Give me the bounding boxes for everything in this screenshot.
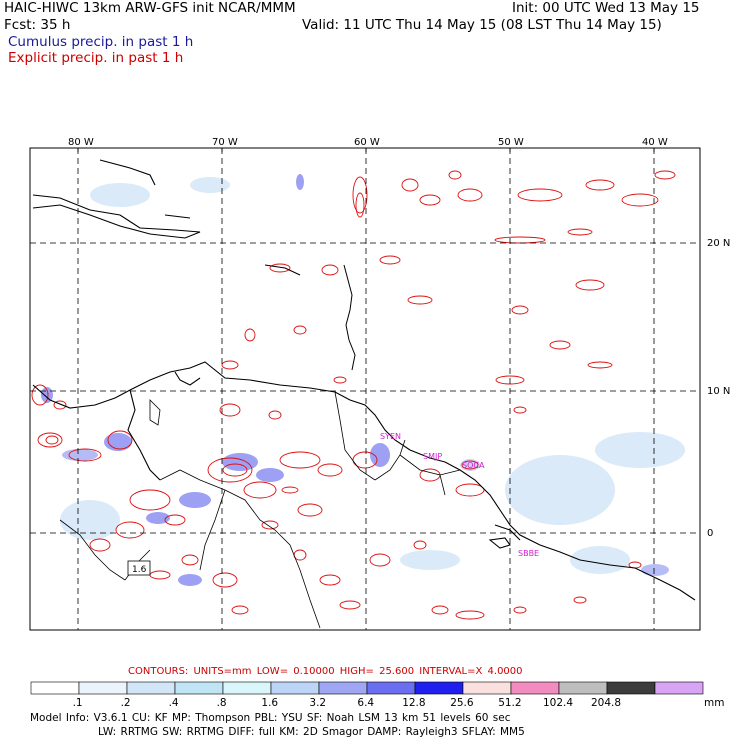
map-frame [29,147,701,631]
colorbar-units: mm [704,697,725,709]
precip-map: 80 W 70 W 60 W 50 W 40 W 20 N 10 N 0 SYE… [29,137,730,631]
colorbar-swatch [366,681,416,695]
colorbar-swatch [558,681,608,695]
colorbar-swatch [606,681,656,695]
colorbar-label: 3.2 [309,697,327,709]
lon-label: 70 W [212,137,238,148]
model-title: HAIC-HIWC 13km ARW-GFS init NCAR/MMM [4,0,296,16]
lat-label: 20 N [707,238,730,249]
colorbar-label: 51.2 [498,697,522,709]
station-label: SBBE [518,549,539,558]
forecast-hour: Fcst: 35 h [4,17,71,33]
contour-label: 1.6 [132,565,147,575]
lon-label: 60 W [354,137,380,148]
contour-label-box [127,560,151,576]
colorbar-swatch [126,681,176,695]
colorbar-swatch [510,681,560,695]
lon-label: 50 W [498,137,524,148]
coastlines [32,159,696,601]
lat-label: 0 [707,528,713,539]
colorbar-swatch [318,681,368,695]
explicit-precip-contours [31,170,676,620]
explicit-legend: Explicit precip. in past 1 h [8,50,184,66]
lat-label: 10 N [707,386,730,397]
colorbar-swatch [174,681,224,695]
colorbar-label: .2 [120,697,131,709]
light-precip-areas [60,177,685,574]
colorbar-label: .4 [168,697,179,709]
colorbar-label: 1.6 [261,697,279,709]
colorbar-label: .1 [72,697,83,709]
colorbar-swatch [30,681,80,695]
colorbar-swatch [654,681,704,695]
station-label: SYEN [380,432,401,441]
colorbar-swatch [414,681,464,695]
colorbar-label: 102.4 [543,697,574,709]
colorbar-swatch [222,681,272,695]
colorbar [30,681,704,695]
island-arc [343,264,356,371]
contours-info: CONTOURS: UNITS=mm LOW= 0.10000 HIGH= 25… [128,666,523,677]
lat-lon-grid [30,148,700,630]
country-borders [59,391,461,629]
cumulus-legend: Cumulus precip. in past 1 h [8,34,194,50]
colorbar-label: 204.8 [591,697,622,709]
colorbar-label: 25.6 [450,697,474,709]
station-label: SMJP [423,452,442,461]
colorbar-swatch [270,681,320,695]
model-info-line1: Model Info: V3.6.1 CU: KF MP: Thompson P… [30,712,511,724]
colorbar-label: 6.4 [357,697,375,709]
model-info-line2: LW: RRTMG SW: RRTMG DIFF: full KM: 2D Sm… [98,726,525,738]
valid-time: Valid: 11 UTC Thu 14 May 15 (08 LST Thu … [302,17,662,33]
colorbar-label: 12.8 [402,697,426,709]
colorbar-label: .8 [216,697,227,709]
lon-label: 80 W [68,137,94,148]
colorbar-swatch [78,681,128,695]
cumulus-precip-areas [41,174,669,586]
init-time: Init: 00 UTC Wed 13 May 15 [512,0,700,16]
colorbar-swatch [462,681,512,695]
grid-ticks [77,148,655,152]
lake-maracaibo [149,399,161,426]
station-label: SOCA [462,461,485,470]
lon-label: 40 W [642,137,668,148]
